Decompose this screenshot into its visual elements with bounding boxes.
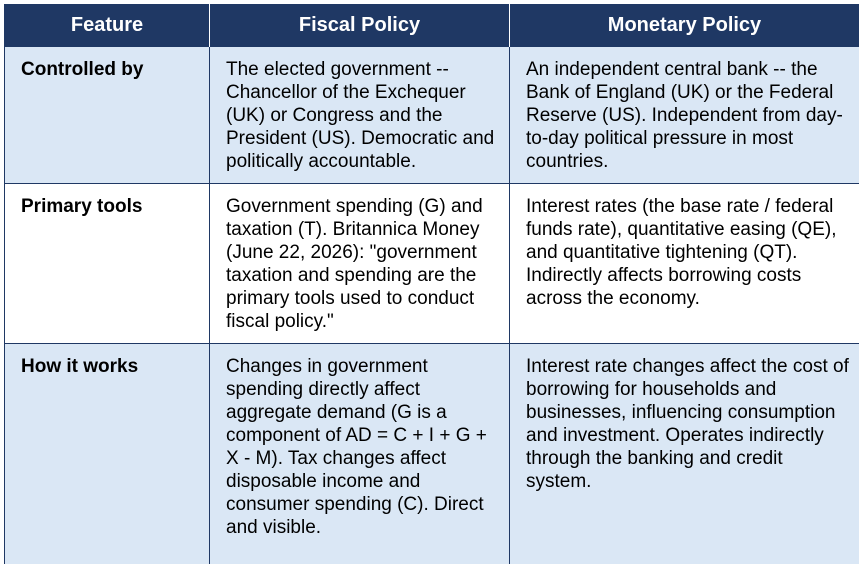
monetary-cell: An independent central bank -- the Bank … <box>510 47 860 184</box>
monetary-cell: Interest rate changes affect the cost of… <box>510 344 860 564</box>
fiscal-cell: Government spending (G) and taxation (T)… <box>210 184 510 344</box>
header-feature: Feature <box>5 4 210 47</box>
table-header-row: Feature Fiscal Policy Monetary Policy <box>5 4 860 47</box>
table-row: How it works Changes in government spend… <box>5 344 860 564</box>
feature-cell: How it works <box>5 344 210 564</box>
header-fiscal-policy: Fiscal Policy <box>210 4 510 47</box>
fiscal-cell: Changes in government spending directly … <box>210 344 510 564</box>
table-row: Controlled by The elected government -- … <box>5 47 860 184</box>
feature-cell: Controlled by <box>5 47 210 184</box>
table-row: Primary tools Government spending (G) an… <box>5 184 860 344</box>
feature-cell: Primary tools <box>5 184 210 344</box>
policy-comparison-table: Feature Fiscal Policy Monetary Policy Co… <box>4 4 859 564</box>
comparison-table-container: Feature Fiscal Policy Monetary Policy Co… <box>4 4 859 564</box>
monetary-cell: Interest rates (the base rate / federal … <box>510 184 860 344</box>
fiscal-cell: The elected government -- Chancellor of … <box>210 47 510 184</box>
header-monetary-policy: Monetary Policy <box>510 4 860 47</box>
